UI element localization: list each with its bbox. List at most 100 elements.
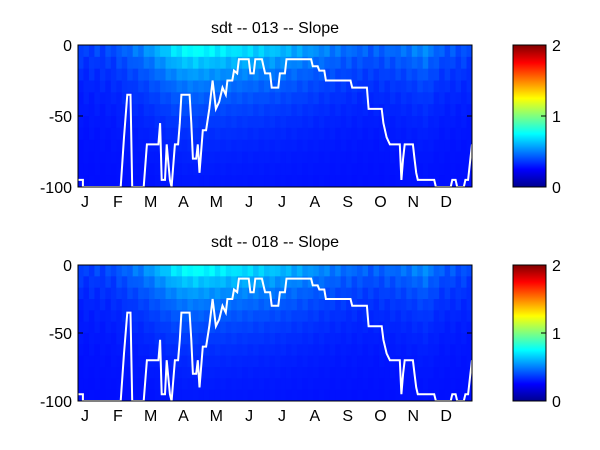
heatmap-cell	[214, 378, 221, 391]
heatmap-cell	[214, 310, 221, 323]
heatmap-cell	[264, 389, 271, 401]
heatmap-cell	[400, 299, 407, 311]
heatmap-cell	[198, 378, 205, 391]
heatmap-cell	[335, 175, 342, 187]
heatmap-cell	[450, 139, 457, 153]
heatmap-cell	[110, 116, 117, 129]
heatmap-cell	[99, 175, 106, 187]
heatmap-cell	[428, 56, 435, 70]
heatmap-cell	[329, 68, 336, 82]
heatmap-cell	[143, 378, 150, 391]
heatmap-cell	[258, 276, 265, 289]
heatmap-cell	[444, 116, 451, 129]
heatmap-cell	[335, 45, 342, 58]
heatmap-cell	[264, 151, 271, 164]
heatmap-cell	[368, 299, 375, 311]
heatmap-cell	[395, 80, 402, 93]
heatmap-cell	[302, 80, 309, 93]
heatmap-cell	[110, 299, 117, 311]
heatmap-cell	[340, 367, 347, 379]
heatmap-cell	[225, 104, 232, 117]
heatmap-cell	[253, 127, 260, 141]
heatmap-cell	[154, 333, 161, 345]
heatmap-cell	[395, 92, 402, 105]
heatmap-cell	[78, 116, 85, 129]
heatmap-cell	[149, 80, 156, 93]
heatmap-cell	[351, 333, 358, 345]
heatmap-cell	[198, 45, 205, 58]
heatmap-cell	[247, 151, 254, 164]
heatmap-cell	[231, 333, 238, 345]
heatmap-cell	[253, 139, 260, 153]
heatmap-cell	[275, 127, 282, 141]
heatmap-cell	[389, 333, 396, 345]
heatmap-cell	[439, 92, 446, 105]
heatmap-cell	[296, 276, 303, 289]
heatmap-cell	[253, 299, 260, 311]
heatmap-cell	[258, 355, 265, 368]
heatmap-cell	[236, 175, 243, 187]
heatmap-cell	[389, 299, 396, 311]
heatmap-cell	[242, 389, 249, 401]
heatmap-cell	[181, 299, 189, 311]
heatmap-cell	[160, 56, 167, 70]
heatmap-cell	[209, 163, 216, 176]
heatmap-cell	[373, 389, 380, 401]
heatmap-cell	[83, 367, 90, 379]
heatmap-cell	[428, 310, 435, 323]
heatmap-cell	[428, 68, 435, 82]
heatmap-cell	[88, 56, 96, 70]
heatmap-cell	[351, 265, 358, 277]
heatmap-cell	[362, 310, 369, 323]
heatmap-cell	[285, 116, 293, 129]
heatmap-cell	[428, 344, 435, 357]
heatmap-cell	[275, 56, 282, 70]
heatmap-cell	[160, 276, 167, 289]
heatmap-cell	[187, 45, 194, 58]
heatmap-cell	[395, 265, 402, 277]
heatmap-cell	[307, 355, 314, 368]
heatmap-cell	[154, 92, 161, 105]
heatmap-cell	[439, 127, 446, 141]
heatmap-cell	[242, 80, 249, 93]
heatmap-cell	[400, 287, 407, 300]
heatmap-cell	[450, 287, 457, 300]
heatmap-cell	[247, 139, 254, 153]
heatmap-cell	[220, 92, 227, 105]
heatmap-cell	[253, 68, 260, 82]
heatmap-cell	[99, 321, 106, 334]
heatmap-cell	[411, 80, 418, 93]
heatmap-cell	[176, 265, 183, 277]
heatmap-cell	[444, 104, 451, 117]
heatmap-cell	[269, 378, 276, 391]
heatmap-cell	[176, 355, 183, 368]
heatmap-cell	[395, 355, 402, 368]
heatmap-cell	[400, 116, 407, 129]
heatmap-cell	[461, 344, 468, 357]
heatmap-cell	[264, 139, 271, 153]
heatmap-cell	[461, 378, 468, 391]
heatmap-cell	[121, 92, 128, 105]
heatmap-cell	[253, 389, 260, 401]
heatmap-cell	[313, 80, 320, 93]
heatmap-cell	[94, 104, 101, 117]
heatmap-cell	[121, 175, 128, 187]
heatmap-cell	[466, 80, 472, 93]
heatmap-cell	[318, 287, 325, 300]
heatmap-cell	[88, 389, 96, 401]
heatmap-cell	[296, 163, 303, 176]
heatmap-cell	[411, 276, 418, 289]
heatmap-cell	[450, 333, 457, 345]
heatmap-cell	[439, 265, 446, 277]
heatmap-cell	[406, 310, 413, 323]
heatmap-cell	[373, 287, 380, 300]
heatmap-cell	[450, 151, 457, 164]
heatmap-cell	[389, 104, 396, 117]
heatmap-cell	[138, 265, 145, 277]
heatmap-cell	[214, 287, 221, 300]
heatmap-cell	[132, 175, 139, 187]
heatmap-cell	[340, 287, 347, 300]
heatmap-cell	[395, 333, 402, 345]
heatmap-cell	[269, 367, 276, 379]
heatmap-cell	[357, 389, 364, 401]
